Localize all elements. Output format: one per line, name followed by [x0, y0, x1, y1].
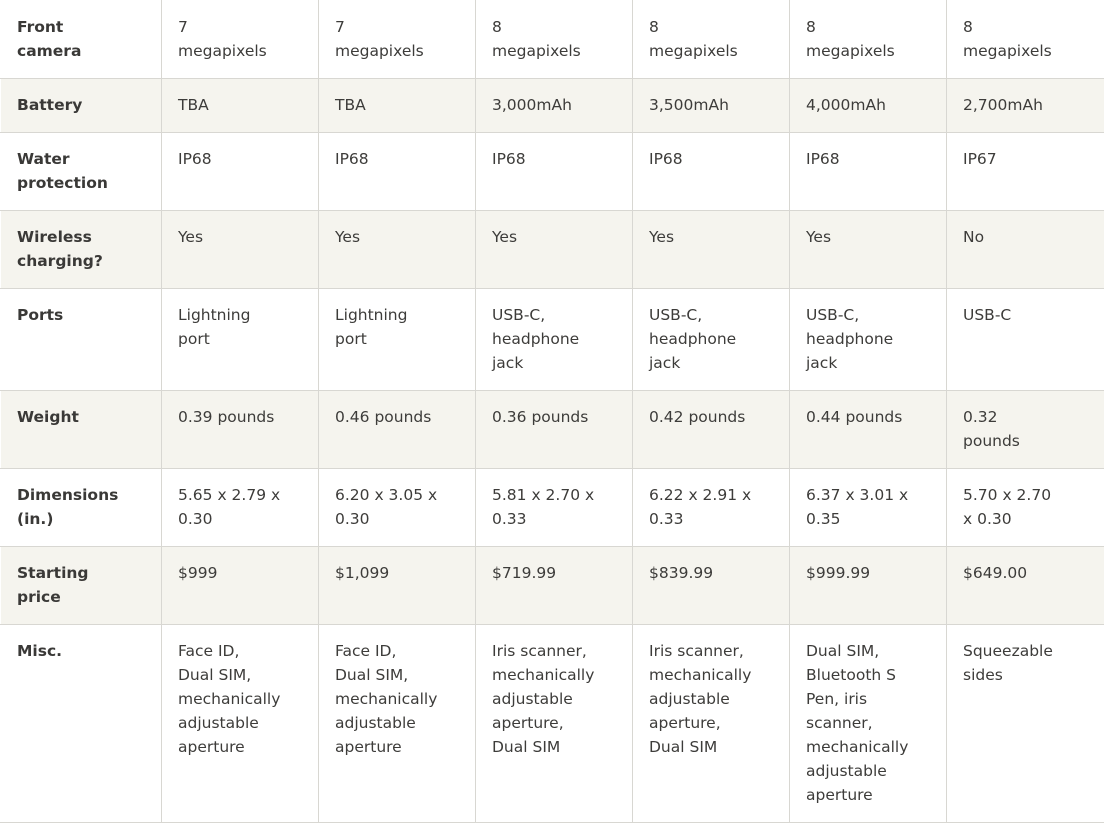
- spec-cell: 3,500mAh: [633, 79, 790, 133]
- spec-cell: USB-C, headphone jack: [476, 289, 633, 391]
- spec-cell: $839.99: [633, 547, 790, 625]
- spec-cell: IP68: [633, 133, 790, 211]
- spec-cell: Face ID, Dual SIM, mechanically adjustab…: [319, 625, 476, 823]
- spec-cell: 0.44 pounds: [790, 391, 947, 469]
- spec-cell: 7 megapixels: [162, 1, 319, 79]
- spec-cell: $649.00: [947, 547, 1104, 625]
- spec-cell: IP68: [319, 133, 476, 211]
- spec-cell: 5.70 x 2.70 x 0.30: [947, 469, 1104, 547]
- row-label: Misc.: [1, 625, 162, 823]
- spec-cell: TBA: [162, 79, 319, 133]
- table-row: Starting price$999$1,099$719.99$839.99$9…: [1, 547, 1104, 625]
- spec-cell: USB-C, headphone jack: [790, 289, 947, 391]
- spec-cell: No: [947, 211, 1104, 289]
- spec-cell: $999: [162, 547, 319, 625]
- spec-cell: Yes: [476, 211, 633, 289]
- spec-cell: 8 megapixels: [633, 1, 790, 79]
- spec-cell: 0.36 pounds: [476, 391, 633, 469]
- spec-cell: 5.65 x 2.79 x 0.30: [162, 469, 319, 547]
- spec-cell: 6.20 x 3.05 x 0.30: [319, 469, 476, 547]
- spec-cell: Yes: [162, 211, 319, 289]
- spec-cell: Yes: [633, 211, 790, 289]
- spec-cell: USB-C: [947, 289, 1104, 391]
- spec-cell: 2,700mAh: [947, 79, 1104, 133]
- spec-cell: 0.39 pounds: [162, 391, 319, 469]
- spec-cell: 8 megapixels: [947, 1, 1104, 79]
- spec-cell: Iris scanner, mechanically adjustable ap…: [633, 625, 790, 823]
- spec-cell: 5.81 x 2.70 x 0.33: [476, 469, 633, 547]
- spec-cell: IP68: [476, 133, 633, 211]
- spec-cell: 7 megapixels: [319, 1, 476, 79]
- spec-cell: $1,099: [319, 547, 476, 625]
- spec-cell: 6.22 x 2.91 x 0.33: [633, 469, 790, 547]
- spec-cell: Iris scanner, mechanically adjustable ap…: [476, 625, 633, 823]
- spec-cell: 8 megapixels: [790, 1, 947, 79]
- row-label: Dimensions (in.): [1, 469, 162, 547]
- table-row: Misc.Face ID, Dual SIM, mechanically adj…: [1, 625, 1104, 823]
- spec-cell: Face ID, Dual SIM, mechanically adjustab…: [162, 625, 319, 823]
- row-label: Weight: [1, 391, 162, 469]
- spec-cell: USB-C, headphone jack: [633, 289, 790, 391]
- spec-cell: Yes: [319, 211, 476, 289]
- spec-cell: IP67: [947, 133, 1104, 211]
- spec-cell: 6.37 x 3.01 x 0.35: [790, 469, 947, 547]
- spec-cell: Squeezable sides: [947, 625, 1104, 823]
- spec-cell: IP68: [790, 133, 947, 211]
- spec-cell: 0.42 pounds: [633, 391, 790, 469]
- spec-cell: IP68: [162, 133, 319, 211]
- spec-cell: 0.32 pounds: [947, 391, 1104, 469]
- spec-cell: Lightning port: [162, 289, 319, 391]
- row-label: Starting price: [1, 547, 162, 625]
- row-label: Water protection: [1, 133, 162, 211]
- spec-cell: 4,000mAh: [790, 79, 947, 133]
- spec-cell: Yes: [790, 211, 947, 289]
- row-label: Battery: [1, 79, 162, 133]
- spec-cell: $999.99: [790, 547, 947, 625]
- spec-cell: Lightning port: [319, 289, 476, 391]
- row-label: Wireless charging?: [1, 211, 162, 289]
- spec-cell: 3,000mAh: [476, 79, 633, 133]
- spec-cell: TBA: [319, 79, 476, 133]
- row-label: Front camera: [1, 1, 162, 79]
- spec-cell: $719.99: [476, 547, 633, 625]
- spec-cell: 8 megapixels: [476, 1, 633, 79]
- spec-cell: Dual SIM, Bluetooth S Pen, iris scanner,…: [790, 625, 947, 823]
- row-label: Ports: [1, 289, 162, 391]
- spec-cell: 0.46 pounds: [319, 391, 476, 469]
